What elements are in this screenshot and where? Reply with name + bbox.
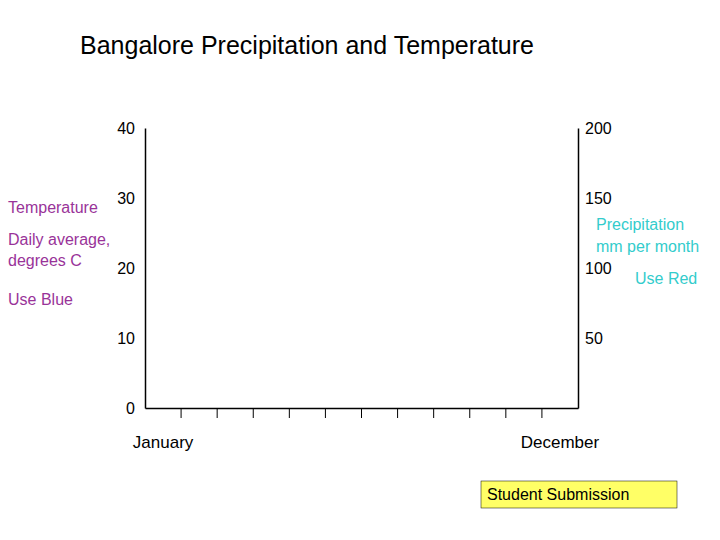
tick-label: 200 [585,120,612,137]
y-axis-title: Temperature [8,199,98,216]
tick [469,408,470,418]
tick-label: 10 [117,330,135,347]
tick-label: 50 [585,330,603,347]
tick-mark [541,408,542,418]
y-axis-line [145,129,147,409]
chart: Bangalore Precipitation and Temperature 0… [0,0,720,540]
tick: 10 [117,330,145,347]
y2-axis-title: mm per month [596,238,699,255]
tick: 200 [578,120,612,137]
tick-mark [217,408,218,418]
tick-mark [505,408,506,418]
tick: 20 [117,260,145,277]
tick-label: January [133,433,194,452]
tick [253,408,254,418]
tick-mark [181,408,182,418]
tick-mark [289,408,290,418]
tick-mark [253,408,254,418]
tick: 50 [578,330,603,347]
y-axis: 0 10 20 30 40 [117,120,145,417]
annotation-box [481,481,677,508]
y2-axis-line [578,129,580,409]
y-axis-title: degrees C [8,252,82,269]
tick [505,408,506,418]
tick-label: 20 [117,260,135,277]
tick [361,408,362,418]
tick-label: 0 [126,400,135,417]
tick [217,408,218,418]
tick-label: 40 [117,120,135,137]
title: Bangalore Precipitation and Temperature [80,31,534,59]
x-axis: January December [133,408,600,452]
annotation: Student Submission [481,481,677,508]
tick-label: 150 [585,190,612,207]
y2-axis-title: Precipitation [596,216,684,233]
tick [541,408,542,418]
tick: 30 [117,190,145,207]
tick: January [133,408,194,452]
tick: 100 [578,260,612,277]
tick-mark [397,408,398,418]
tick [289,408,290,418]
tick [325,408,326,418]
tick-mark [469,408,470,418]
tick-label: 30 [117,190,135,207]
tick: 0 [126,400,145,417]
tick [397,408,398,418]
tick-mark [325,408,326,418]
tick: 150 [578,190,612,207]
tick: 40 [117,120,145,137]
tick-label: December [521,433,600,452]
tick-label: 100 [585,260,612,277]
tick-mark [361,408,362,418]
tick-mark [433,408,434,418]
annotation-text: Student Submission [487,486,629,503]
y2-note: Use Red [635,270,697,287]
y2-axis: 50 100 150 200 [578,120,612,409]
y-note: Use Blue [8,291,73,308]
tick: December [521,433,600,452]
y-axis-title: Daily average, [8,231,110,248]
tick [433,408,434,418]
